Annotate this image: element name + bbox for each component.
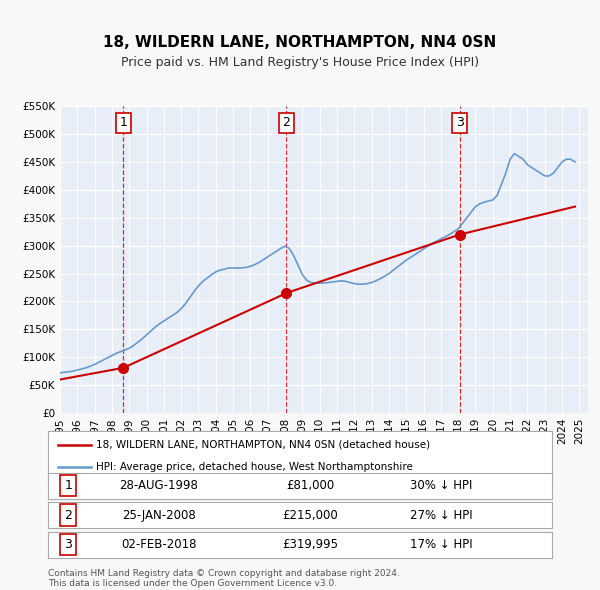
Text: £215,000: £215,000 — [282, 509, 338, 522]
Text: 1: 1 — [119, 116, 127, 129]
Text: 30% ↓ HPI: 30% ↓ HPI — [410, 479, 472, 492]
Text: HPI: Average price, detached house, West Northamptonshire: HPI: Average price, detached house, West… — [96, 462, 413, 472]
Text: 1: 1 — [64, 479, 72, 492]
Text: Price paid vs. HM Land Registry's House Price Index (HPI): Price paid vs. HM Land Registry's House … — [121, 56, 479, 69]
Text: 25-JAN-2008: 25-JAN-2008 — [122, 509, 196, 522]
Text: 3: 3 — [456, 116, 464, 129]
Text: 2: 2 — [283, 116, 290, 129]
Text: This data is licensed under the Open Government Licence v3.0.: This data is licensed under the Open Gov… — [48, 579, 337, 588]
Text: 28-AUG-1998: 28-AUG-1998 — [119, 479, 199, 492]
Text: £81,000: £81,000 — [286, 479, 334, 492]
Text: 18, WILDERN LANE, NORTHAMPTON, NN4 0SN: 18, WILDERN LANE, NORTHAMPTON, NN4 0SN — [103, 35, 497, 50]
Text: 3: 3 — [64, 538, 72, 551]
Text: 27% ↓ HPI: 27% ↓ HPI — [410, 509, 472, 522]
Text: £319,995: £319,995 — [282, 538, 338, 551]
Text: 18, WILDERN LANE, NORTHAMPTON, NN4 0SN (detached house): 18, WILDERN LANE, NORTHAMPTON, NN4 0SN (… — [96, 440, 430, 450]
Text: 2: 2 — [64, 509, 72, 522]
Text: 17% ↓ HPI: 17% ↓ HPI — [410, 538, 472, 551]
Text: 02-FEB-2018: 02-FEB-2018 — [121, 538, 197, 551]
Text: Contains HM Land Registry data © Crown copyright and database right 2024.: Contains HM Land Registry data © Crown c… — [48, 569, 400, 578]
